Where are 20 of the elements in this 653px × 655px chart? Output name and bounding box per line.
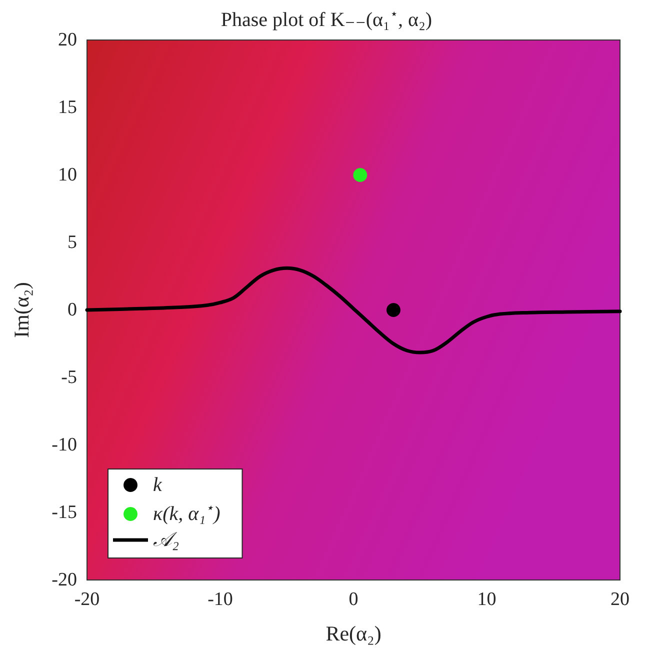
y-tick-label: 5 xyxy=(68,232,77,253)
x-axis-title: Re(α₂) xyxy=(326,622,382,646)
y-tick-label: 10 xyxy=(58,164,77,186)
x-tick-label: 20 xyxy=(610,589,630,610)
x-tick-label: 10 xyxy=(477,589,496,610)
y-tick-label: -20 xyxy=(52,570,77,590)
x-tick-label: -10 xyxy=(208,589,233,610)
y-tick-label: -15 xyxy=(52,502,77,523)
legend-label: 𝒜₂ xyxy=(153,529,179,551)
y-tick-label: -5 xyxy=(61,367,77,388)
chart-title: Phase plot of K₋₋(α₁⋆, α₂) xyxy=(220,6,432,31)
y-tick-label: -10 xyxy=(52,434,77,456)
x-tick-label: 0 xyxy=(348,589,358,610)
legend-label: k xyxy=(153,474,163,496)
y-tick-label: 15 xyxy=(58,97,77,118)
legend-label: κ(k, α₁⋆) xyxy=(153,500,221,525)
y-axis-title: Im(α₂) xyxy=(9,282,34,338)
y-tick-label: 20 xyxy=(58,30,77,50)
y-tick-label: 0 xyxy=(68,300,77,320)
line-series xyxy=(85,266,622,354)
